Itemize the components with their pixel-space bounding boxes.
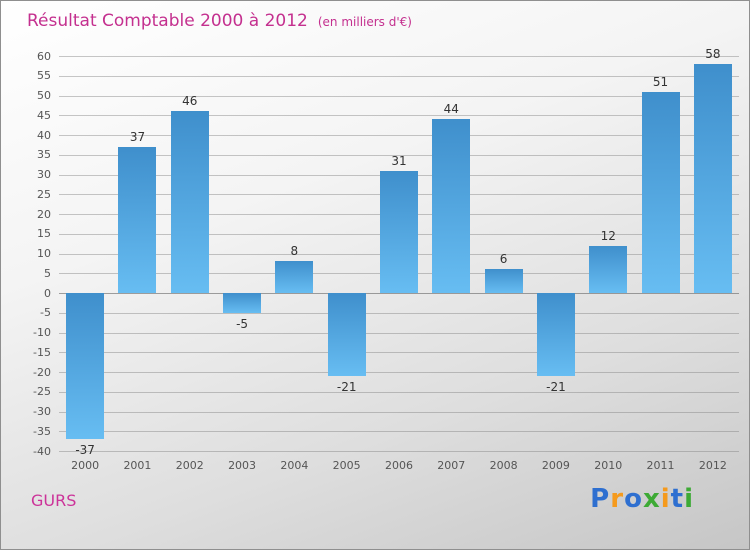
- y-tick-label: 5: [44, 266, 51, 280]
- gridline: [59, 154, 739, 156]
- y-tick-label: 50: [37, 89, 51, 102]
- x-tick-label: 2012: [698, 459, 727, 472]
- y-tick-label: 20: [37, 207, 51, 221]
- chart-title: Résultat Comptable 2000 à 2012: [27, 11, 308, 31]
- bar-value-label: 8: [290, 244, 299, 259]
- bar-value-label: 37: [129, 129, 146, 144]
- bar-value-label: 31: [391, 153, 407, 168]
- gridline: [59, 135, 739, 136]
- bar-2003: [223, 293, 262, 313]
- y-tick-label: 60: [37, 49, 51, 63]
- bar-2009: [536, 293, 575, 376]
- logo-letter: x: [642, 484, 661, 514]
- bar-2012: [693, 63, 732, 293]
- y-tick-label: 35: [37, 148, 51, 162]
- y-tick-label: -20: [33, 365, 51, 379]
- bar-2010: [589, 245, 628, 293]
- gridline: [59, 411, 739, 413]
- y-tick-label: 55: [37, 69, 51, 83]
- bar-2007: [432, 119, 471, 293]
- logo-letter: i: [660, 484, 671, 514]
- gridline: [59, 431, 739, 433]
- bar-2000: [66, 293, 105, 440]
- gridline: [59, 391, 739, 393]
- logo-letter: i: [684, 484, 694, 514]
- gridline: [59, 95, 739, 97]
- bar-value-label: 46: [182, 94, 198, 109]
- bar-value-label: 12: [600, 228, 616, 243]
- gridline: [59, 372, 739, 373]
- x-tick-label: 2002: [175, 459, 204, 472]
- y-tick-label: -30: [33, 405, 51, 418]
- bar-value-label: -21: [546, 379, 566, 394]
- y-tick-label: 0: [44, 286, 51, 300]
- chart-header: Résultat Comptable 2000 à 2012 (en millie…: [27, 11, 412, 31]
- gridline: [59, 451, 739, 452]
- gridline: [59, 312, 739, 314]
- y-tick-label: -35: [33, 424, 51, 438]
- logo-letter: P: [590, 484, 611, 514]
- logo-letter: t: [670, 484, 685, 514]
- gridline: [59, 332, 739, 334]
- chart-subtitle: (en milliers d'€): [317, 15, 412, 29]
- bar-value-label: -5: [236, 316, 249, 331]
- bar-2008: [484, 269, 523, 293]
- y-tick-label: -5: [40, 306, 51, 320]
- bar-value-label: 44: [443, 102, 459, 117]
- x-tick-label: 2009: [541, 459, 570, 472]
- y-tick-label: -15: [33, 345, 51, 359]
- logo-letter: o: [624, 484, 643, 514]
- y-tick-label: -25: [33, 385, 51, 399]
- proxiti-logo: Proxiti: [590, 484, 694, 514]
- bar-value-label: -21: [336, 379, 357, 394]
- gridline: [59, 115, 739, 117]
- y-tick-label: 25: [37, 187, 51, 201]
- bar-2002: [170, 111, 209, 293]
- company-label: GURS: [31, 491, 77, 510]
- x-tick-label: 2007: [437, 459, 466, 472]
- x-tick-label: 2005: [332, 459, 361, 472]
- gridline: [59, 293, 739, 294]
- y-tick-label: 10: [37, 247, 51, 260]
- bar-2005: [327, 293, 366, 376]
- x-tick-label: 2010: [594, 459, 623, 472]
- bar-value-label: 51: [652, 74, 669, 89]
- x-tick-label: 2008: [489, 459, 518, 472]
- bar-value-label: 58: [705, 46, 721, 61]
- bar-value-label: -37: [75, 443, 95, 458]
- x-tick-label: 2011: [646, 459, 675, 472]
- y-tick-label: 30: [37, 168, 51, 181]
- gridline: [59, 352, 739, 354]
- bar-2006: [380, 170, 418, 293]
- y-tick-label: 15: [37, 227, 51, 241]
- x-tick-label: 2004: [280, 459, 309, 472]
- y-tick-label: -10: [33, 326, 51, 339]
- gridline: [59, 56, 739, 57]
- y-tick-label: 40: [37, 128, 51, 142]
- x-tick-label: 2000: [71, 459, 100, 472]
- x-tick-label: 2003: [228, 459, 257, 472]
- y-tick-label: -40: [33, 444, 51, 458]
- y-tick-label: 45: [37, 108, 51, 122]
- x-tick-label: 2001: [123, 459, 152, 472]
- bar-value-label: 6: [499, 252, 508, 267]
- x-tick-label: 2006: [384, 459, 413, 472]
- logo-letter: r: [610, 484, 625, 514]
- bar-2001: [118, 146, 157, 293]
- bar-2004: [275, 261, 314, 293]
- gridline: [59, 75, 739, 77]
- bar-2011: [641, 91, 680, 293]
